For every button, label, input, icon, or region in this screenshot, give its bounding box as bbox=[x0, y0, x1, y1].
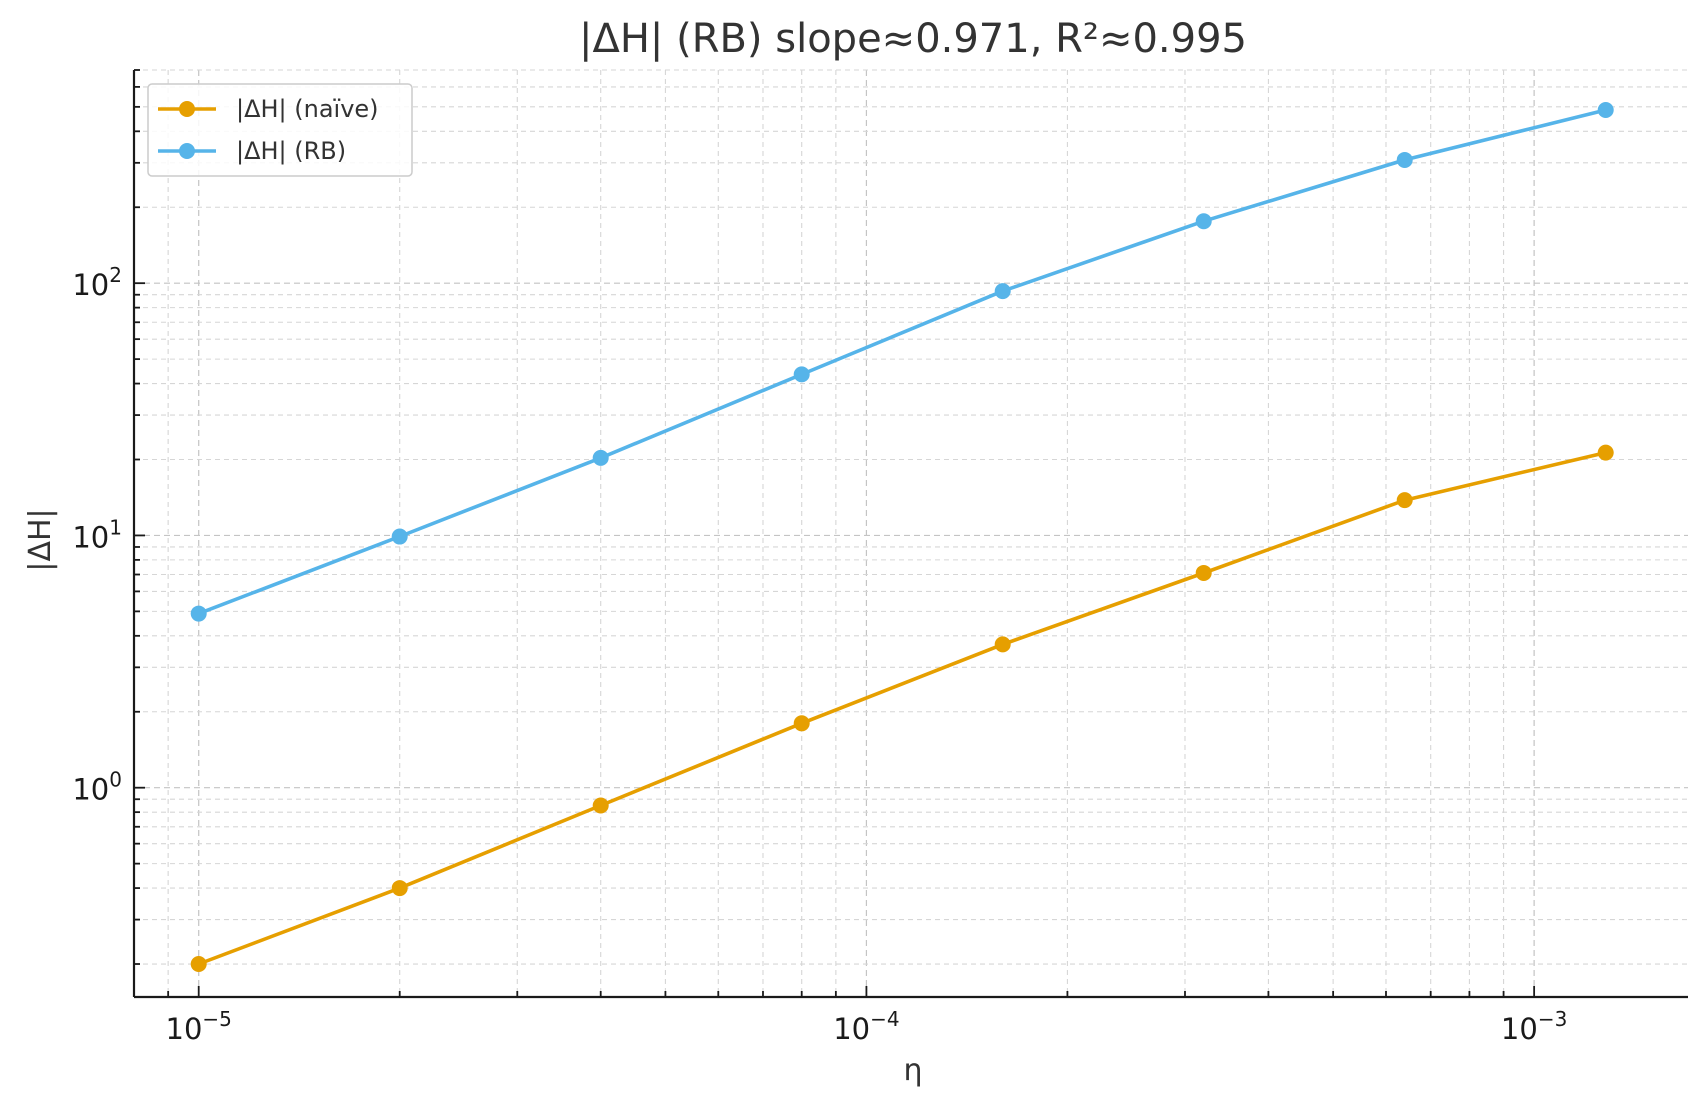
y-tick-label: 102 bbox=[72, 263, 122, 302]
chart-title: |ΔH| (RB) slope≈0.971, R²≈0.995 bbox=[579, 16, 1247, 62]
data-point-naive bbox=[793, 715, 810, 732]
series-line-naive bbox=[196, 450, 1608, 966]
y-tick-label: 100 bbox=[72, 768, 122, 807]
x-tick-label: 10−5 bbox=[166, 1007, 232, 1046]
data-point-rb bbox=[793, 366, 810, 383]
data-point-rb bbox=[994, 283, 1011, 300]
data-point-naive bbox=[592, 797, 609, 814]
data-point-naive bbox=[1597, 444, 1614, 461]
data-point-naive bbox=[391, 880, 408, 897]
y-tick-label: 101 bbox=[72, 515, 122, 554]
y-axis-label: |ΔH| bbox=[23, 508, 58, 571]
legend-label-rb: |ΔH| (RB) bbox=[236, 137, 346, 165]
data-point-rb bbox=[1195, 213, 1212, 230]
data-point-naive bbox=[190, 956, 207, 973]
x-tick-label: 10−3 bbox=[1501, 1007, 1567, 1046]
x-axis-label: η bbox=[903, 1053, 922, 1088]
legend-box bbox=[147, 83, 413, 177]
data-point-rb bbox=[592, 449, 609, 466]
legend: |ΔH| (naïve) |ΔH| (RB) bbox=[147, 83, 413, 177]
legend-marker-naive bbox=[179, 101, 195, 117]
axes-spines bbox=[132, 70, 1688, 999]
axis-ticks: 10−5 10−4 10−3 100 101 102 bbox=[72, 69, 1567, 1046]
grid-lines bbox=[133, 69, 1688, 997]
data-point-rb bbox=[1597, 101, 1614, 118]
data-point-rb bbox=[391, 528, 408, 545]
series-layer bbox=[190, 101, 1614, 973]
data-point-naive bbox=[994, 636, 1011, 653]
data-point-naive bbox=[1396, 492, 1413, 509]
x-tick-label: 10−4 bbox=[833, 1007, 899, 1046]
legend-label-naive: |ΔH| (naïve) bbox=[236, 95, 379, 123]
data-point-rb bbox=[1396, 151, 1413, 168]
data-point-rb bbox=[190, 605, 207, 622]
data-point-naive bbox=[1195, 564, 1212, 581]
legend-marker-rb bbox=[179, 143, 195, 159]
series-line-rb bbox=[196, 108, 1608, 616]
